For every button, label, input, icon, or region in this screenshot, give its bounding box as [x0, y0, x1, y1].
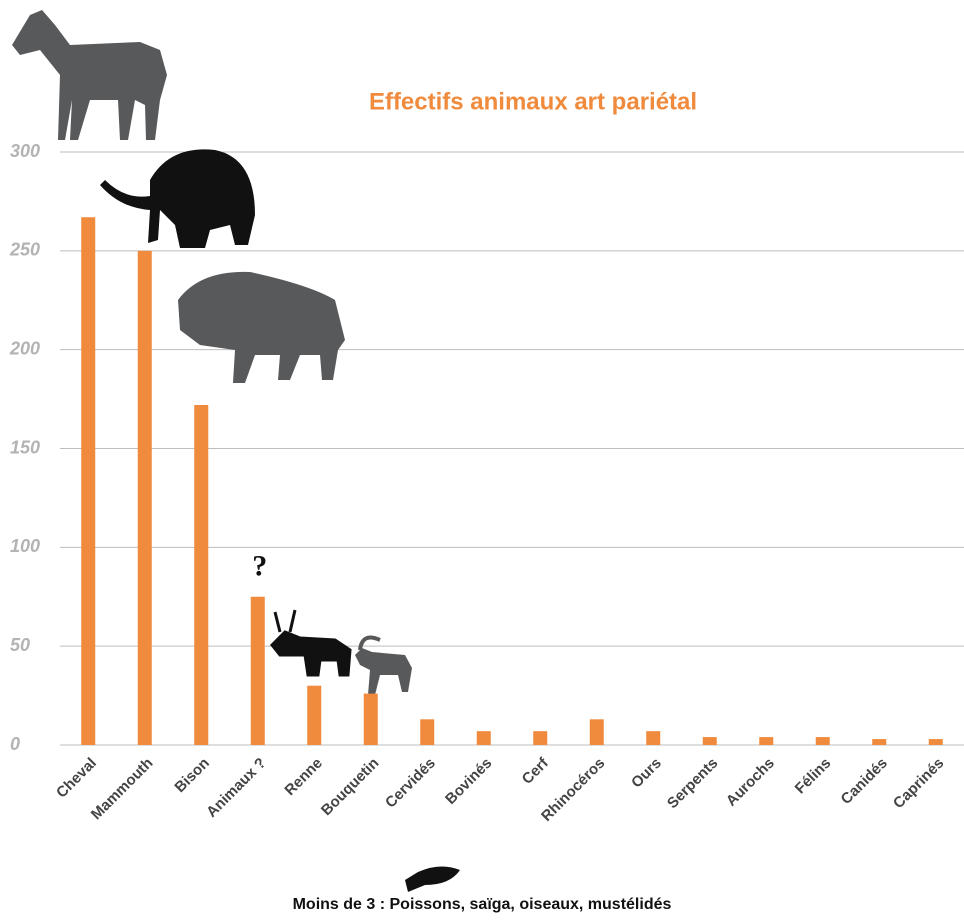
- x-tick-label: Cheval: [53, 755, 100, 802]
- bar: [137, 250, 152, 746]
- x-tick-label: Animaux ?: [203, 755, 269, 821]
- x-tick-label: Bouquetin: [318, 755, 382, 819]
- chart-title: Effectifs animaux art pariétal: [369, 88, 697, 115]
- bar: [759, 737, 774, 745]
- y-tick-label: 50: [10, 635, 30, 655]
- bar: [194, 405, 209, 745]
- x-tick-label: Serpents: [664, 755, 721, 812]
- x-tick-label: Ours: [628, 755, 665, 792]
- bar: [872, 739, 887, 745]
- mammoth-silhouette: [100, 149, 255, 248]
- bar: [476, 731, 491, 745]
- x-tick-label: Aurochs: [723, 755, 778, 810]
- bar: [420, 719, 435, 745]
- bar: [250, 596, 265, 745]
- x-tick-label: Caprinés: [890, 755, 947, 812]
- x-tick-label: Canidés: [838, 755, 891, 808]
- bar: [646, 731, 661, 745]
- y-tick-label: 200: [9, 338, 40, 358]
- horse-silhouette: [12, 10, 167, 140]
- bar: [589, 719, 604, 745]
- reindeer-silhouette: [269, 609, 352, 677]
- bar: [815, 737, 830, 745]
- y-tick-label: 0: [10, 734, 20, 754]
- x-tick-label: Renne: [281, 755, 325, 799]
- bar: [533, 731, 548, 745]
- x-tick-label: Bovinés: [442, 755, 495, 808]
- y-tick-label: 250: [9, 240, 40, 260]
- fish-silhouette: [405, 866, 460, 892]
- bar: [928, 739, 943, 745]
- bar: [702, 737, 717, 745]
- footnote: Moins de 3 : Poissons, saïga, oiseaux, m…: [293, 896, 672, 913]
- x-tick-label: Bison: [171, 755, 212, 796]
- bar: [363, 693, 378, 745]
- y-tick-label: 100: [10, 536, 40, 556]
- x-tick-label: Félins: [792, 755, 835, 798]
- bar: [307, 685, 322, 745]
- bison-silhouette: [178, 271, 345, 383]
- y-tick-label: 150: [10, 437, 40, 457]
- bar: [81, 217, 96, 746]
- ibex-silhouette: [355, 635, 412, 695]
- x-tick-label: Cervidés: [382, 755, 439, 812]
- y-tick-label: 300: [10, 141, 40, 161]
- x-tick-label: Cerf: [519, 754, 553, 788]
- annotation: ?: [252, 550, 267, 583]
